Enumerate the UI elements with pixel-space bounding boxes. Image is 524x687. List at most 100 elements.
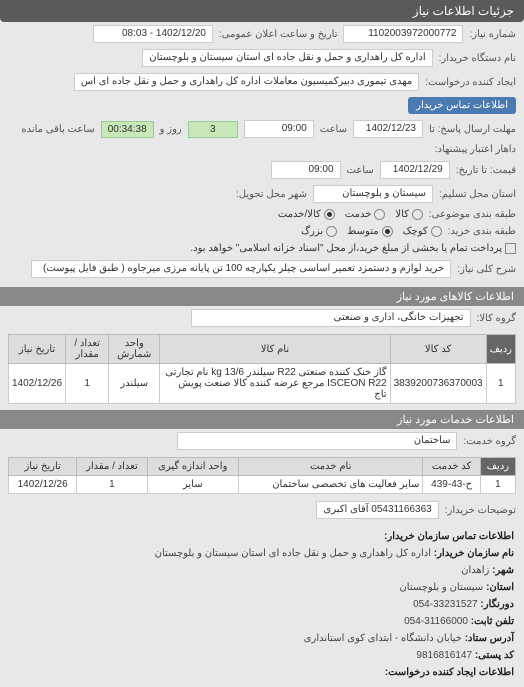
remaining-days: 3 xyxy=(188,121,238,138)
reqnum-field: 1102003972000772 xyxy=(343,25,463,43)
row-size: طبقه بندی خرید: کوچک متوسط بزرگ پرداخت ت… xyxy=(0,223,524,257)
priceto-label: قیمت: تا تاریخ: xyxy=(456,165,516,176)
fprovince-label: استان: xyxy=(486,582,514,593)
services-table: ردیف کد خدمت نام خدمت واحد اندازه گیری ت… xyxy=(8,457,516,494)
time-label-2: ساعت xyxy=(347,165,374,176)
col-name: نام خدمت xyxy=(238,458,423,476)
col-unit: واحد اندازه گیری xyxy=(147,458,238,476)
radio-goods[interactable]: کالا xyxy=(395,209,423,220)
cell-date: 1402/12/26 xyxy=(9,476,77,494)
post-label: کد پستی: xyxy=(475,650,514,661)
province-label: استان محل تسلیم: xyxy=(439,189,516,200)
footer-heading: اطلاعات تماس سازمان خریدار: xyxy=(384,531,514,542)
day-label: روز و xyxy=(160,124,182,135)
remaining-label: ساعت باقی مانده xyxy=(21,124,94,135)
fcity-label: شهر: xyxy=(492,565,514,576)
time-label-1: ساعت xyxy=(320,124,347,135)
radio-icon xyxy=(326,226,337,237)
row-subject: شرح کلی نیاز: خرید لوازم و دستمزد تعمیر … xyxy=(0,257,524,281)
city-label: شهر محل تحویل: xyxy=(236,189,307,200)
creator-field: مهدی تیموری دبیرکمیسیون معاملات اداره کل… xyxy=(74,73,419,91)
row-services-group: گروه خدمت: ساختمان xyxy=(0,429,524,453)
radio-service[interactable]: خدمت xyxy=(345,209,386,220)
cell-date: 1402/12/26 xyxy=(9,364,66,404)
footer-info: اطلاعات تماس سازمان خریدار: نام سازمان خ… xyxy=(0,522,524,687)
org-label: نام سازمان خریدار: xyxy=(434,548,514,559)
cell-name: سایر فعالیت های تخصصی ساختمان xyxy=(238,476,423,494)
row-deadline: مهلت ارسال پاسخ: تا 1402/12/23 ساعت 09:0… xyxy=(0,117,524,141)
col-unit: واحد شمارش xyxy=(109,335,160,364)
page-header: جزئیات اطلاعات نیاز xyxy=(0,0,524,22)
table-header-row: ردیف کد خدمت نام خدمت واحد اندازه گیری ت… xyxy=(9,458,516,476)
row-reqnum: شماره نیاز: 1102003972000772 تاریخ و ساع… xyxy=(0,22,524,46)
radio-medium[interactable]: متوسط xyxy=(347,226,392,237)
page-title: جزئیات اطلاعات نیاز xyxy=(413,4,514,18)
col-name: نام کالا xyxy=(160,335,390,364)
priceto-time: 09:00 xyxy=(271,161,341,179)
cell-qty: 1 xyxy=(66,364,109,404)
org-value: اداره کل راهداری و حمل و نقل جاده ای است… xyxy=(155,548,431,559)
contact-button[interactable]: اطلاعات تماس خریدار xyxy=(408,97,516,114)
row-response: داهار اعتبار پیشنهاد: xyxy=(0,141,524,158)
col-code: کد خدمت xyxy=(423,458,480,476)
fcity-value: زاهدان xyxy=(461,565,489,576)
subject-field: خرید لوازم و دستمزد تعمیر اساسی چیلر یکپ… xyxy=(31,260,451,278)
size-radio-group: کوچک متوسط بزرگ xyxy=(301,226,442,237)
goods-table: ردیف کد کالا نام کالا واحد شمارش تعداد /… xyxy=(8,334,516,404)
notes-label: توضیحات خریدار: xyxy=(445,505,516,516)
cell-idx: 1 xyxy=(480,476,515,494)
cell-unit: سایر xyxy=(147,476,238,494)
checkbox-icon xyxy=(505,243,516,254)
table-header-row: ردیف کد کالا نام کالا واحد شمارش تعداد /… xyxy=(9,335,516,364)
radio-icon xyxy=(382,226,393,237)
priceto-date: 1402/12/29 xyxy=(380,161,450,179)
goods-section-title: اطلاعات کالاهای مورد نیاز xyxy=(0,287,524,306)
response-label: داهار اعتبار پیشنهاد: xyxy=(435,144,516,155)
cell-qty: 1 xyxy=(77,476,147,494)
cell-code: ح-43-439 xyxy=(423,476,480,494)
col-date: تاریخ نیاز xyxy=(9,335,66,364)
radio-icon xyxy=(431,226,442,237)
row-budget: طبقه بندی موضوعی: کالا خدمت کالا/خدمت xyxy=(0,206,524,223)
row-goods-group: گروه کالا: تجهیزات خانگی، اداری و صنعتی xyxy=(0,306,524,330)
cell-name: گاز خنک کننده صنعتی R22 سیلندر 13/6 kg ن… xyxy=(160,364,390,404)
phone-value: 31166000-054 xyxy=(404,616,468,627)
row-province: استان محل تسلیم: سیستان و بلوچستان شهر م… xyxy=(0,182,524,206)
deadline-label: مهلت ارسال پاسخ: تا xyxy=(429,124,516,135)
type-radio-group: کالا خدمت کالا/خدمت xyxy=(278,209,423,220)
radio-both[interactable]: کالا/خدمت xyxy=(278,209,335,220)
col-qty: تعداد / مقدار xyxy=(77,458,147,476)
col-row: ردیف xyxy=(486,335,515,364)
row-buyer: نام دستگاه خریدار: اداره کل راهداری و حم… xyxy=(0,46,524,70)
col-code: کد کالا xyxy=(390,335,486,364)
creator-label: ایجاد کننده درخواست: xyxy=(425,77,516,88)
col-row: ردیف xyxy=(480,458,515,476)
deadline-date: 1402/12/23 xyxy=(353,120,423,138)
phone-label: تلفن ثابت: xyxy=(471,616,514,627)
radio-small[interactable]: کوچک xyxy=(403,226,442,237)
size-label: طبقه بندی خرید: xyxy=(448,226,516,237)
row-notes: توضیحات خریدار: 05431166363 آقای اکبری xyxy=(0,498,524,522)
table-row: 1 3839200736370003 گاز خنک کننده صنعتی R… xyxy=(9,364,516,404)
announce-field: 1402/12/20 - 08:03 xyxy=(93,25,213,43)
row-creator: ایجاد کننده درخواست: مهدی تیموری دبیرکمی… xyxy=(0,70,524,117)
radio-large[interactable]: بزرگ xyxy=(301,226,337,237)
fax-value: 33231527-054 xyxy=(413,599,478,610)
services-section-title: اطلاعات خدمات مورد نیاز xyxy=(0,410,524,429)
cell-idx: 1 xyxy=(486,364,515,404)
fcreator-label: اطلاعات ایجاد کننده درخواست: xyxy=(385,667,514,678)
addr-value: خیابان دانشگاه - ابتدای کوی استانداری xyxy=(304,633,462,644)
province-field: سیستان و بلوچستان xyxy=(313,185,433,203)
goods-group-label: گروه کالا: xyxy=(477,313,516,324)
cell-code: 3839200736370003 xyxy=(390,364,486,404)
cell-unit: سیلندر xyxy=(109,364,160,404)
fprovince-value: سیستان و بلوچستان xyxy=(399,582,483,593)
post-value: 9816816147 xyxy=(416,650,472,661)
buyer-field: اداره کل راهداری و حمل و نقل جاده ای است… xyxy=(142,49,432,67)
col-qty: تعداد / مقدار xyxy=(66,335,109,364)
row-priceto: قیمت: تا تاریخ: 1402/12/29 ساعت 09:00 xyxy=(0,158,524,182)
pay-check-item[interactable]: پرداخت تمام یا بخشی از مبلغ خرید،از محل … xyxy=(190,243,516,254)
services-group-label: گروه خدمت: xyxy=(463,436,516,447)
buyer-label: نام دستگاه خریدار: xyxy=(439,53,516,64)
goods-group-field: تجهیزات خانگی، اداری و صنعتی xyxy=(191,309,471,327)
